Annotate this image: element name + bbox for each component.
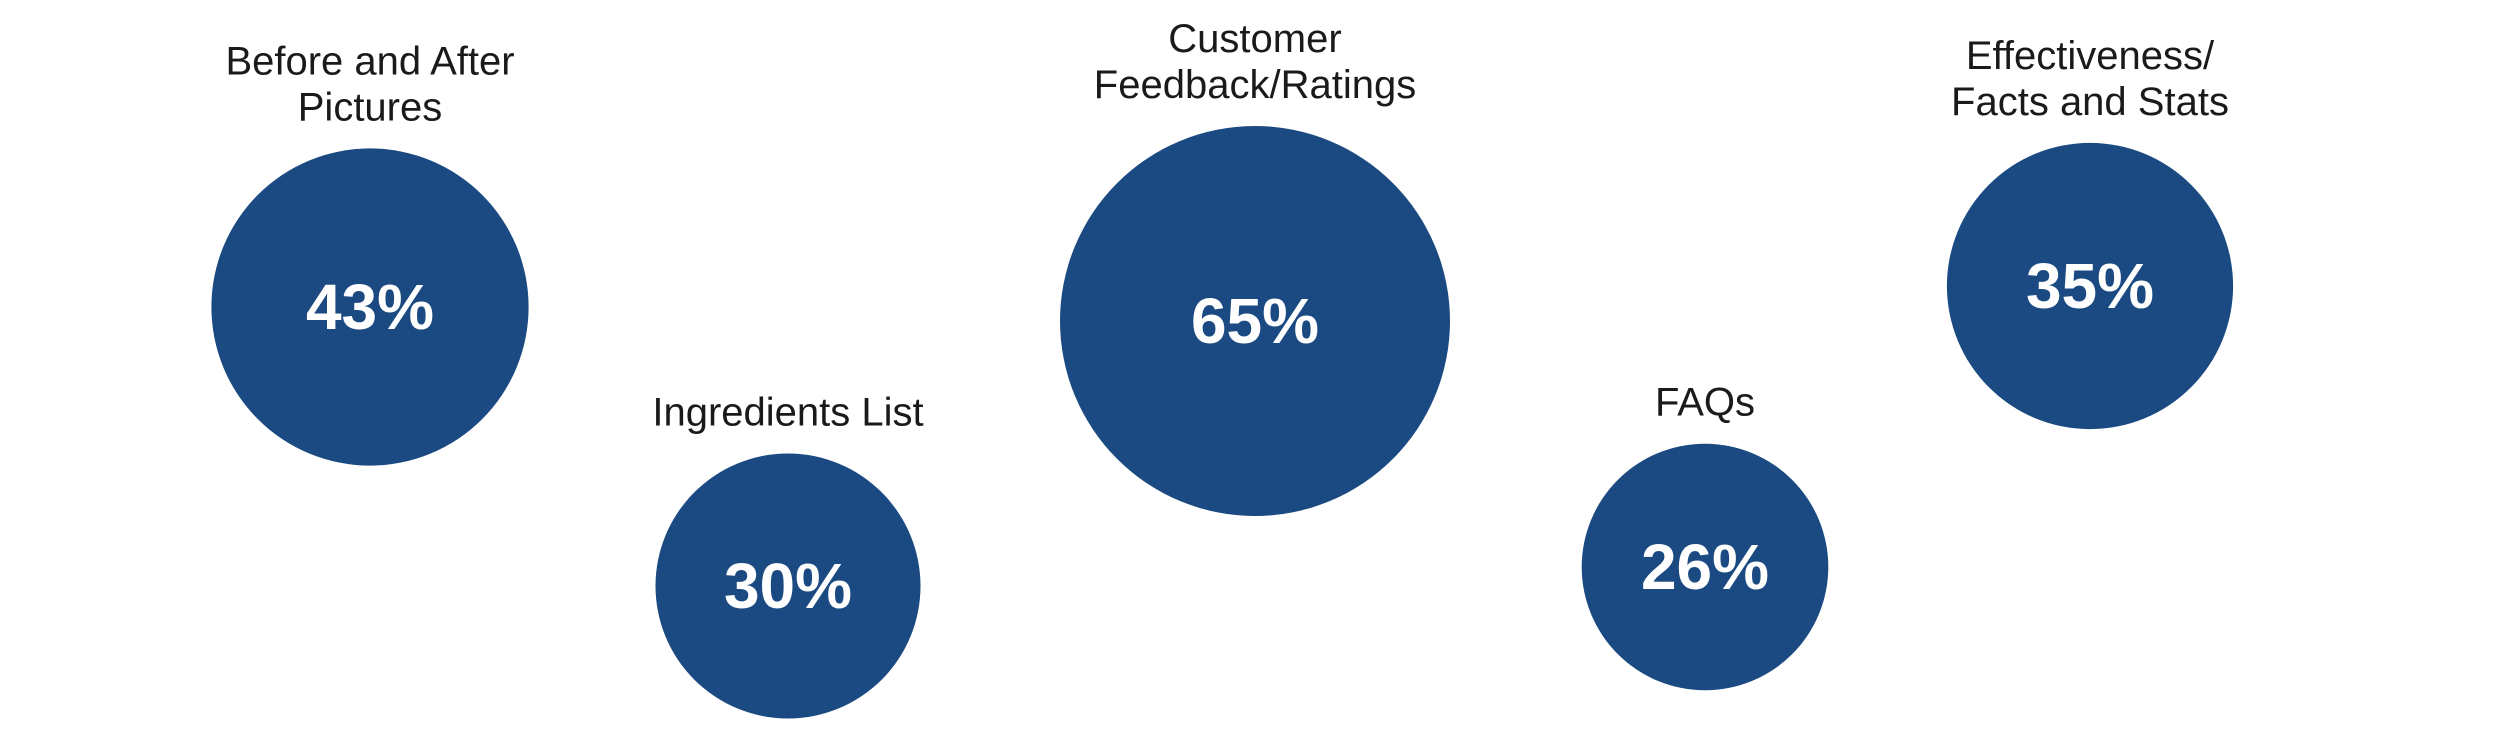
bubble-1 (211, 148, 529, 466)
bubble-2 (655, 453, 921, 719)
bubble-value-2: 30% (724, 550, 852, 622)
bubble-label-3-line-2: Feedback/Ratings (1094, 63, 1416, 107)
bubble-value-1: 43% (306, 271, 434, 343)
bubble-value-4: 26% (1641, 531, 1769, 603)
bubble-label-5-line-1: Effectiveness/ (1966, 34, 2215, 78)
bubble-value-3: 65% (1191, 285, 1319, 357)
bubble-value-5: 35% (2026, 250, 2154, 322)
bubble-label-1-line-1: Before and After (225, 39, 514, 83)
bubble-label-3-line-1: Customer (1168, 17, 1341, 61)
bubble-label-4-line-1: FAQs (1655, 381, 1755, 425)
bubble-4 (1581, 443, 1829, 691)
bubble-label-5-line-2: Facts and Stats (1951, 80, 2229, 124)
bubble-5 (1946, 142, 2234, 430)
bubble-label-1-line-2: Pictures (298, 85, 443, 129)
bubble-label-2-line-1: Ingredients List (652, 391, 923, 435)
bubble-3 (1060, 126, 1450, 516)
